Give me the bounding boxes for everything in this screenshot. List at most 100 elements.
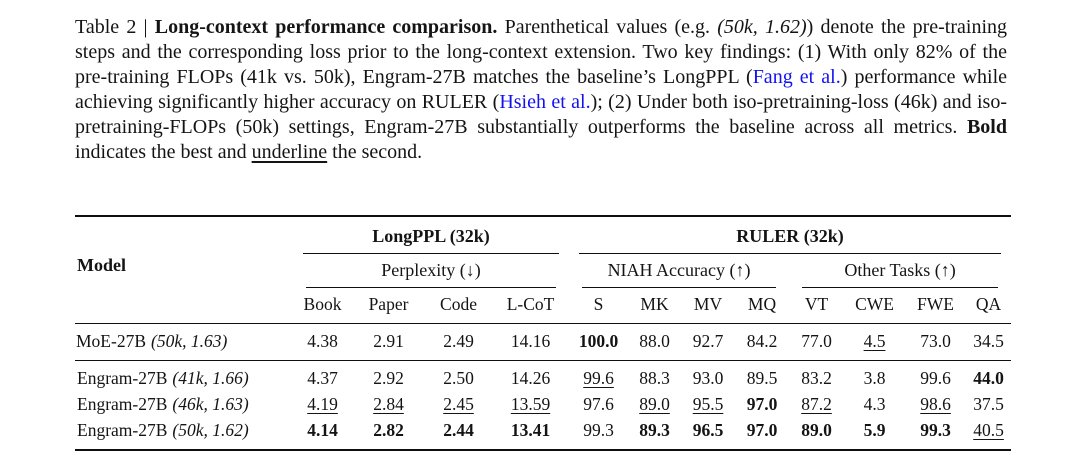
cell-mq: 97.0 xyxy=(746,420,778,440)
cell-s: 100.0 xyxy=(569,323,629,361)
cell-vt: 89.0 xyxy=(801,420,832,440)
cell-mk: 89.3 xyxy=(639,420,670,440)
subgroup-header-perplexity: Perplexity (↓) xyxy=(293,254,569,288)
group-header-longppl-label: LongPPL (32k) xyxy=(303,226,560,254)
cell-fwe: 99.3 xyxy=(920,420,951,440)
cell-book: 4.19 xyxy=(307,394,338,414)
cell-qa: 40.5 xyxy=(973,420,1004,440)
model-name-text: Engram-27B xyxy=(77,368,168,388)
model-pretrain-info: (41k, 1.66) xyxy=(172,368,249,388)
caption-underline-note: underline xyxy=(251,141,328,163)
column-header-cwe: CWE xyxy=(844,288,906,324)
cell-paper: 2.91 xyxy=(352,323,425,361)
cell-cwe: 5.9 xyxy=(863,420,886,440)
cell-qa: 34.5 xyxy=(966,323,1012,361)
column-header-fwe: FWE xyxy=(905,288,967,324)
cell-cwe: 3.8 xyxy=(863,368,886,388)
model-name-text: Engram-27B xyxy=(77,394,168,414)
column-header-mk: MK xyxy=(628,288,682,324)
column-header-mv: MV xyxy=(681,288,736,324)
cell-l-cot: 13.41 xyxy=(510,420,551,440)
table-row: MoE-27B (50k, 1.63) 4.38 2.91 2.49 14.16 100.0… xyxy=(75,323,1012,361)
cell-book: 4.37 xyxy=(307,368,338,388)
column-header-paper: Paper xyxy=(352,288,425,324)
citation-link-hsieh[interactable]: Hsieh et al. xyxy=(499,91,591,113)
cell-paper: 2.84 xyxy=(373,394,404,414)
model-pretrain-info: (50k, 1.63) xyxy=(151,331,228,351)
caption-example-value: (50k, 1.62) xyxy=(717,16,807,38)
cell-cwe: 4.3 xyxy=(863,394,886,414)
caption-text: ); (2) Under both iso-pretraining-loss (… xyxy=(75,91,1007,138)
cell-s: 97.6 xyxy=(583,394,614,414)
cell-code: 2.50 xyxy=(443,368,474,388)
cell-mv: 93.0 xyxy=(692,368,724,388)
cell-mv: 96.5 xyxy=(692,420,724,440)
subgroup-header-niah-accuracy: NIAH Accuracy (↑) xyxy=(569,254,789,288)
column-header-qa: QA xyxy=(966,288,1012,324)
caption-text: ) performance while achieving significan… xyxy=(75,66,1008,113)
cell-vt: 87.2 xyxy=(801,394,832,414)
model-name-text: MoE-27B xyxy=(76,331,146,351)
model-pretrain-info: (46k, 1.63) xyxy=(172,394,249,414)
model-name: Engram-27B (46k, 1.63) xyxy=(75,392,293,418)
group-header-longppl: LongPPL (32k) xyxy=(293,216,569,254)
table-row: Engram-27B (50k, 1.62) 4.14 2.82 2.44 13.41 99… xyxy=(75,418,1011,450)
cell-paper: 2.92 xyxy=(373,368,404,388)
group-header-ruler: RULER (32k) xyxy=(569,216,1011,254)
cell-s: 99.6 xyxy=(583,368,614,388)
caption-text: Parenthetical values (e.g. xyxy=(497,16,718,38)
model-column-header: Model xyxy=(75,216,293,324)
cell-l-cot: 14.26 xyxy=(510,368,551,388)
table-caption: Table 2 | Long-context performance compa… xyxy=(0,0,1080,165)
subgroup-header-row: Perplexity (↓) NIAH Accuracy (↑) Other T… xyxy=(75,254,1011,288)
cell-cwe: 4.5 xyxy=(844,323,906,361)
cell-mq: 84.2 xyxy=(735,323,790,361)
cell-paper: 2.82 xyxy=(373,420,404,440)
column-header-mq: MQ xyxy=(735,288,790,324)
cell-mq: 89.5 xyxy=(746,368,778,388)
cell-book: 4.38 xyxy=(293,323,352,361)
table-number: Table 2 | xyxy=(75,16,155,38)
model-pretrain-info: (50k, 1.62) xyxy=(172,420,249,440)
cell-l-cot: 13.59 xyxy=(510,394,551,414)
cell-qa: 44.0 xyxy=(973,368,1004,388)
column-header-code: Code xyxy=(425,288,492,324)
cell-mv: 92.7 xyxy=(681,323,736,361)
caption-text: ) denote the pre-training steps and the … xyxy=(75,16,1008,88)
column-header-vt: VT xyxy=(789,288,845,324)
column-header-row: Book Paper Code L-CoT S MK MV MQ VT CWE FWE QA xyxy=(75,288,1012,324)
citation-link-fang[interactable]: Fang et al. xyxy=(752,66,841,88)
cell-mq: 97.0 xyxy=(746,394,778,414)
caption-text: the second. xyxy=(327,141,423,163)
model-name: MoE-27B (50k, 1.63) xyxy=(75,323,293,361)
column-header-l-cot: L-CoT xyxy=(492,288,570,324)
subgroup-header-niah-accuracy-label: NIAH Accuracy (↑) xyxy=(582,260,777,288)
cell-book: 4.14 xyxy=(307,420,338,440)
cell-s: 99.3 xyxy=(583,420,614,440)
table-container: Model LongPPL (32k) RULER (32k) Perplexi… xyxy=(0,165,1080,451)
results-table: Model LongPPL (32k) RULER (32k) Perplexi… xyxy=(75,215,1012,451)
column-header-book: Book xyxy=(293,288,352,324)
caption-title: Long-context performance comparison. xyxy=(154,16,498,38)
group-header-row: Model LongPPL (32k) RULER (32k) xyxy=(75,216,1011,324)
cell-l-cot: 14.16 xyxy=(492,323,570,361)
cell-code: 2.49 xyxy=(425,323,492,361)
model-name-text: Engram-27B xyxy=(77,420,168,440)
cell-vt: 83.2 xyxy=(801,368,832,388)
cell-mk: 88.0 xyxy=(628,323,682,361)
subgroup-header-other-tasks: Other Tasks (↑) xyxy=(789,254,1011,288)
table-row: Engram-27B (46k, 1.63) 4.19 2.84 2.45 13.59 97… xyxy=(75,392,1011,418)
model-name: Engram-27B (41k, 1.66) xyxy=(75,361,293,393)
cell-qa: 37.5 xyxy=(973,394,1004,414)
subgroup-header-perplexity-label: Perplexity (↓) xyxy=(306,260,557,288)
caption-bold-note: Bold xyxy=(966,116,1007,138)
cell-mk: 88.3 xyxy=(639,368,670,388)
column-header-s: S xyxy=(569,288,629,324)
caption-text: indicates the best and xyxy=(75,141,252,163)
cell-code: 2.45 xyxy=(443,394,474,414)
group-header-ruler-label: RULER (32k) xyxy=(579,226,1002,254)
cell-mk: 89.0 xyxy=(639,394,670,414)
cell-code: 2.44 xyxy=(443,420,474,440)
cell-vt: 77.0 xyxy=(789,323,845,361)
